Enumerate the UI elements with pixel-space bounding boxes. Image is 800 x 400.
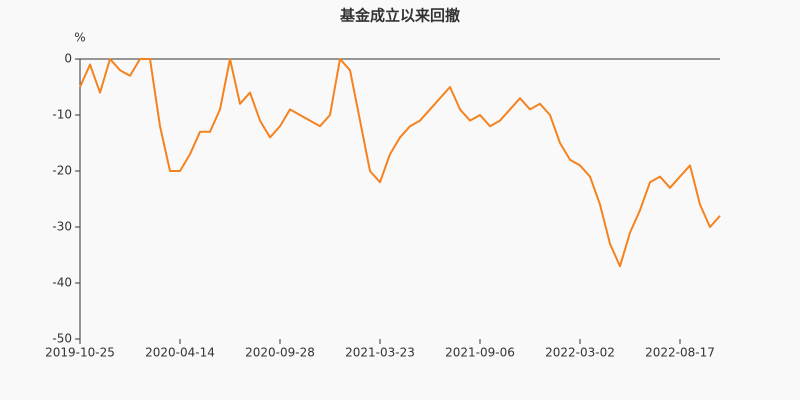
y-tick-label: -10 xyxy=(52,108,72,122)
y-tick-label: -40 xyxy=(52,276,72,290)
series-line xyxy=(79,58,721,268)
x-tick-label: 2022-08-17 xyxy=(645,346,715,360)
x-tick-label: 2020-04-14 xyxy=(145,346,215,360)
y-tick-label: -30 xyxy=(52,220,72,234)
x-tick-label: 2021-09-06 xyxy=(445,346,515,360)
y-tick-label: -50 xyxy=(52,332,72,346)
x-tick-label: 2022-03-02 xyxy=(545,346,615,360)
y-axis-unit: % xyxy=(74,31,85,45)
y-tick-label: -20 xyxy=(52,164,72,178)
x-tick-label: 2021-03-23 xyxy=(345,346,415,360)
x-tick-label: 2020-09-28 xyxy=(245,346,315,360)
chart-title: 基金成立以来回撤 xyxy=(339,7,460,25)
x-tick-label: 2019-10-25 xyxy=(45,346,115,360)
y-tick-label: 0 xyxy=(64,52,72,66)
